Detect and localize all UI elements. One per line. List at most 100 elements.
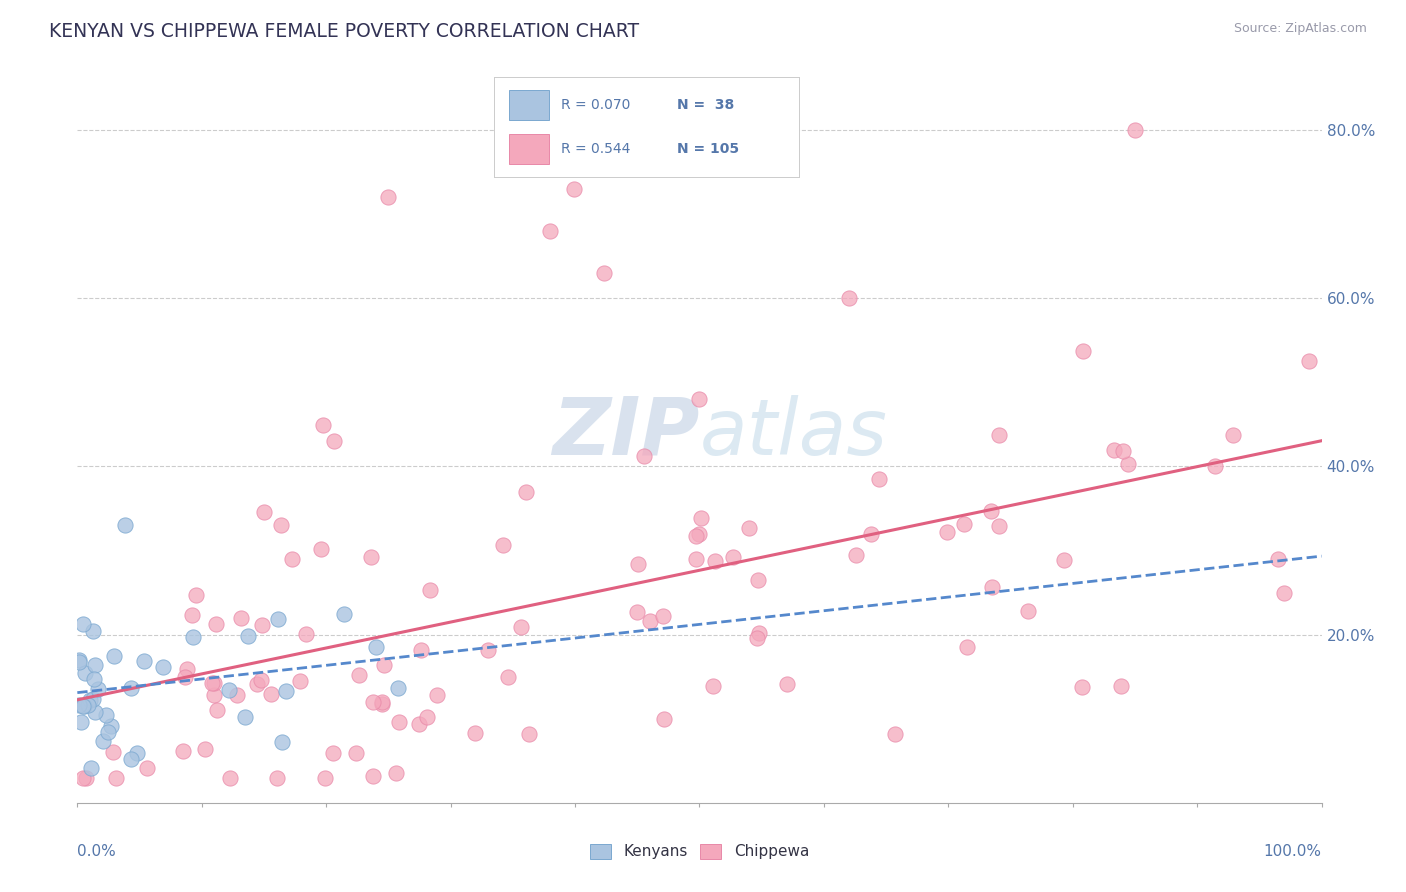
Point <box>246 677 269 691</box>
Point <box>627 558 650 572</box>
Point <box>67 653 90 667</box>
Point <box>564 181 586 195</box>
Point <box>388 714 411 729</box>
Point <box>1272 586 1295 600</box>
Point <box>235 709 257 723</box>
Point <box>67 655 90 669</box>
Point <box>747 573 769 587</box>
Point <box>202 676 225 690</box>
Point <box>426 688 449 702</box>
Point <box>314 771 336 785</box>
Point <box>311 541 333 556</box>
Point <box>105 771 128 785</box>
Point <box>980 580 1002 594</box>
Point <box>416 710 439 724</box>
Point <box>385 765 408 780</box>
Point <box>464 726 486 740</box>
Point <box>87 681 110 696</box>
Point <box>205 616 228 631</box>
Point <box>685 528 707 542</box>
Point <box>183 630 205 644</box>
Point <box>249 673 271 688</box>
Point <box>1017 603 1039 617</box>
Point <box>952 516 974 531</box>
Point <box>101 745 124 759</box>
Point <box>176 662 198 676</box>
Point <box>1118 457 1140 471</box>
Point <box>91 734 114 748</box>
Point <box>103 648 125 663</box>
Point <box>260 687 283 701</box>
Point <box>322 434 344 449</box>
Point <box>69 715 91 730</box>
Point <box>419 582 441 597</box>
Point <box>229 611 252 625</box>
Text: 100.0%: 100.0% <box>1264 844 1322 858</box>
Point <box>120 752 142 766</box>
Point <box>370 696 392 710</box>
Point <box>75 771 97 785</box>
Point <box>1267 552 1289 566</box>
Point <box>408 717 430 731</box>
Point <box>936 524 959 539</box>
Point <box>685 552 707 566</box>
Point <box>361 769 384 783</box>
Point <box>859 526 882 541</box>
Point <box>120 681 142 695</box>
Point <box>776 677 799 691</box>
Point <box>94 707 117 722</box>
Legend: Kenyans, Chippewa: Kenyans, Chippewa <box>583 838 815 865</box>
Point <box>884 727 907 741</box>
Point <box>218 771 240 785</box>
Point <box>980 504 1002 518</box>
Point <box>194 741 217 756</box>
Point <box>387 681 409 696</box>
Point <box>72 699 94 714</box>
Point <box>510 620 533 634</box>
Point <box>218 683 240 698</box>
Point <box>1071 681 1094 695</box>
Point <box>748 626 770 640</box>
Point <box>180 608 202 623</box>
Point <box>253 504 276 518</box>
Point <box>638 614 661 628</box>
Point <box>496 670 519 684</box>
Point <box>80 762 103 776</box>
Point <box>114 518 136 533</box>
Point <box>515 484 537 499</box>
Point <box>136 761 159 775</box>
Point <box>250 618 273 632</box>
Point <box>270 517 292 532</box>
Text: KENYAN VS CHIPPEWA FEMALE POVERTY CORRELATION CHART: KENYAN VS CHIPPEWA FEMALE POVERTY CORREL… <box>49 22 640 41</box>
Text: atlas: atlas <box>700 394 887 471</box>
Point <box>737 521 759 535</box>
Point <box>689 392 711 406</box>
Point <box>274 683 297 698</box>
Text: 0.0%: 0.0% <box>77 844 117 858</box>
Point <box>652 712 675 726</box>
Point <box>288 674 311 689</box>
Point <box>688 527 710 541</box>
Point <box>152 659 174 673</box>
Point <box>492 538 515 552</box>
Point <box>361 695 384 709</box>
Point <box>322 746 344 760</box>
Point <box>72 617 94 632</box>
Point <box>633 450 655 464</box>
Point <box>1071 344 1094 359</box>
Point <box>267 612 290 626</box>
Point <box>652 609 675 624</box>
Point <box>1123 122 1146 136</box>
Point <box>83 706 105 720</box>
Point <box>987 427 1010 442</box>
Point <box>73 699 96 714</box>
Point <box>517 727 540 741</box>
Point <box>592 266 614 280</box>
Point <box>100 719 122 733</box>
Text: Source: ZipAtlas.com: Source: ZipAtlas.com <box>1233 22 1367 36</box>
Point <box>172 744 194 758</box>
Point <box>79 693 101 707</box>
Point <box>266 771 288 785</box>
Point <box>364 640 387 654</box>
Point <box>84 658 107 673</box>
